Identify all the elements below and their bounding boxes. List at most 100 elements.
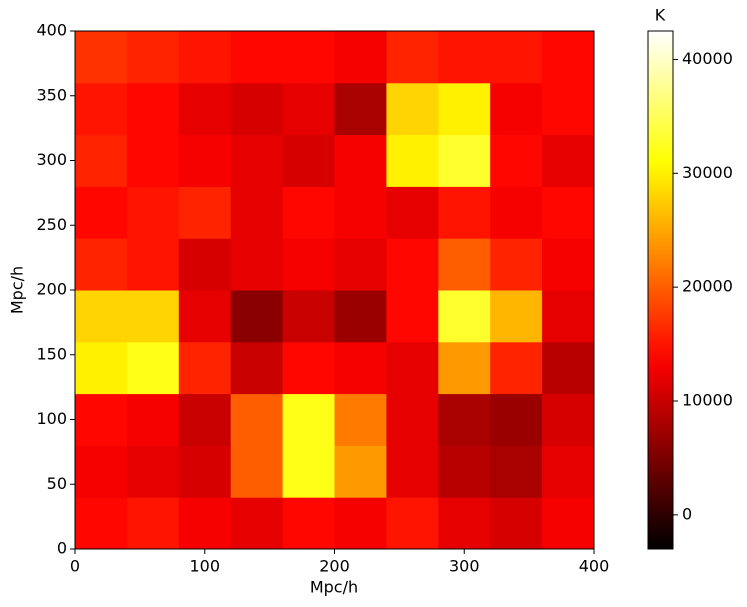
heat-cell: [386, 290, 439, 343]
heat-cell: [178, 341, 232, 395]
heatmap: [75, 31, 595, 550]
heat-cell: [542, 238, 595, 291]
heat-cell: [230, 186, 284, 239]
heat-cell: [178, 445, 232, 498]
heat-cell: [490, 341, 543, 395]
heat-cell: [542, 341, 595, 395]
heat-cell: [334, 134, 387, 187]
heat-cell: [490, 82, 543, 136]
heat-cell: [230, 445, 284, 498]
heat-cell: [75, 82, 128, 136]
heat-cell: [334, 497, 387, 550]
heat-cell: [230, 290, 284, 343]
heat-cell: [542, 134, 595, 187]
heat-cell: [386, 82, 439, 136]
x-tick-label: 0: [70, 557, 80, 576]
heat-cell: [178, 290, 232, 343]
heat-cell: [438, 445, 491, 498]
y-tick-label: 200: [36, 280, 67, 299]
heat-cell: [542, 497, 595, 550]
heat-cell: [75, 186, 128, 239]
heat-cell: [282, 186, 335, 239]
heat-cell: [230, 238, 284, 291]
heat-cell: [334, 341, 387, 395]
heat-cell: [438, 393, 491, 446]
heat-cell: [230, 82, 284, 136]
heat-cell: [490, 186, 543, 239]
colorbar-tick-label: 30000: [682, 163, 733, 182]
heat-cell: [490, 134, 543, 187]
colorbar-label: K: [655, 6, 666, 25]
heat-cell: [334, 290, 387, 343]
heat-cell: [438, 186, 491, 239]
heat-cell: [282, 445, 335, 498]
heat-cell: [126, 341, 180, 395]
heat-cell: [334, 82, 387, 136]
heat-cell: [126, 393, 180, 446]
heat-cell: [334, 393, 387, 446]
heat-cell: [178, 497, 232, 550]
heat-cell: [126, 497, 180, 550]
heat-cell: [438, 290, 491, 343]
heat-cell: [75, 31, 128, 84]
heat-cell: [230, 341, 284, 395]
colorbar-tick-label: 40000: [682, 49, 733, 68]
x-axis-label: Mpc/h: [310, 578, 358, 597]
x-tick-label: 400: [579, 557, 610, 576]
heat-cell: [542, 393, 595, 446]
heat-cell: [438, 82, 491, 136]
heat-cell: [386, 393, 439, 446]
heat-cell: [230, 497, 284, 550]
heat-cell: [386, 186, 439, 239]
y-tick-label: 100: [36, 409, 67, 428]
heat-cell: [490, 393, 543, 446]
heat-cell: [75, 341, 128, 395]
heat-cell: [490, 290, 543, 343]
heat-cell: [490, 238, 543, 291]
x-tick-label: 100: [189, 557, 220, 576]
heat-cell: [230, 393, 284, 446]
heat-cell: [230, 31, 284, 84]
heat-cell: [490, 31, 543, 84]
heat-cell: [490, 497, 543, 550]
heat-cell: [126, 82, 180, 136]
heat-cell: [490, 445, 543, 498]
heat-cell: [386, 341, 439, 395]
heat-cell: [178, 238, 232, 291]
heat-cell: [75, 445, 128, 498]
heat-cell: [178, 393, 232, 446]
heat-cell: [282, 82, 335, 136]
heat-cell: [386, 445, 439, 498]
y-tick-label: 150: [36, 344, 67, 363]
heat-cell: [334, 31, 387, 84]
heat-cell: [386, 497, 439, 550]
heat-cell: [75, 393, 128, 446]
heat-cell: [75, 238, 128, 291]
heat-cell: [438, 134, 491, 187]
heat-cell: [542, 82, 595, 136]
heat-cell: [126, 445, 180, 498]
heat-cell: [542, 290, 595, 343]
heat-cell: [282, 341, 335, 395]
heat-cell: [282, 290, 335, 343]
heat-cell: [438, 238, 491, 291]
y-tick-label: 250: [36, 215, 67, 234]
y-tick-label: 400: [36, 21, 67, 40]
heat-cell: [126, 290, 180, 343]
heat-cell: [438, 31, 491, 84]
colorbar-tick-label: 0: [682, 504, 692, 523]
heat-cell: [178, 31, 232, 84]
colorbar: [647, 30, 674, 550]
heat-cell: [386, 31, 439, 84]
heat-cell: [386, 238, 439, 291]
y-tick-label: 0: [57, 539, 67, 558]
heat-cell: [126, 186, 180, 239]
heat-cell: [126, 134, 180, 187]
heat-cell: [75, 497, 128, 550]
heat-cell: [542, 186, 595, 239]
heat-cell: [386, 134, 439, 187]
heat-cell: [542, 31, 595, 84]
heat-cell: [178, 82, 232, 136]
heat-cell: [334, 445, 387, 498]
